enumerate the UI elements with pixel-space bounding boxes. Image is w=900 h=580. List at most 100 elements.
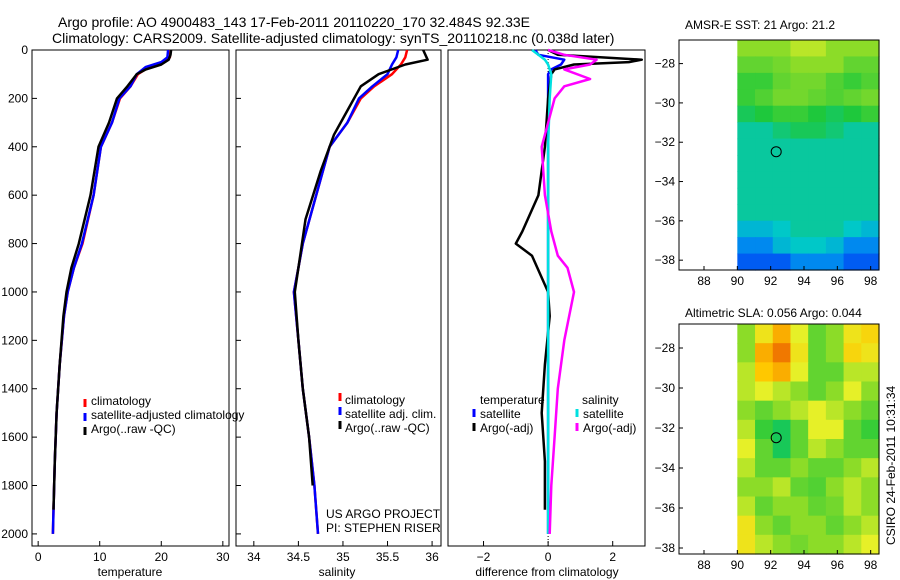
map-cell bbox=[755, 171, 774, 189]
map-cell bbox=[825, 324, 845, 344]
map-cell bbox=[772, 204, 792, 222]
map-cell bbox=[755, 496, 774, 517]
map-cell bbox=[808, 343, 827, 363]
map-cell bbox=[825, 72, 845, 90]
ytick-label: 800 bbox=[8, 237, 28, 251]
xtick-label: 30 bbox=[216, 550, 230, 564]
map-cell bbox=[825, 220, 845, 238]
legend-label-salinity-argo-adj: Argo(-adj) bbox=[583, 421, 636, 435]
map-cell bbox=[808, 187, 827, 205]
map-cell bbox=[755, 477, 774, 498]
map-cell bbox=[790, 534, 809, 555]
series-line-salinity-satellite bbox=[531, 48, 553, 534]
map-cell bbox=[755, 515, 774, 536]
map-cell bbox=[790, 56, 809, 74]
ytick-label: −34 bbox=[655, 461, 676, 475]
map-cell bbox=[825, 237, 845, 255]
map-cell bbox=[772, 171, 792, 189]
legend-label-satellite-adj-clim: satellite adj. clim. bbox=[345, 407, 436, 421]
map-cell bbox=[772, 122, 792, 140]
map-cell bbox=[861, 89, 880, 107]
map-cell bbox=[755, 439, 774, 459]
map-cell bbox=[861, 343, 880, 363]
ytick-label: −30 bbox=[655, 96, 676, 110]
map-cell bbox=[790, 171, 809, 189]
sst-map-panel: AMSR-E SST: 21 Argo: 21.2 −28 −30 −32 −34 −3… bbox=[655, 18, 880, 288]
xtick-label: 35.5 bbox=[376, 550, 400, 564]
map-cell bbox=[825, 419, 845, 440]
ytick-label: −34 bbox=[655, 175, 676, 189]
map-cell bbox=[861, 253, 880, 271]
sla-map-cells bbox=[737, 324, 880, 555]
map-cell bbox=[825, 253, 845, 271]
map-cell bbox=[861, 138, 880, 156]
map-cell bbox=[808, 138, 827, 156]
xtick-label: 0 bbox=[35, 550, 42, 564]
map-cell bbox=[790, 187, 809, 205]
ytick-label: −32 bbox=[655, 421, 676, 435]
map-cell bbox=[825, 343, 845, 363]
map-cell bbox=[825, 381, 845, 402]
xtick-label: 88 bbox=[697, 274, 711, 288]
map-cell bbox=[737, 155, 756, 173]
map-cell bbox=[843, 362, 862, 383]
map-cell bbox=[790, 343, 809, 363]
xtick-label: 92 bbox=[764, 274, 778, 288]
legend-label-climatology: climatology bbox=[345, 393, 405, 407]
legend-label-satellite-adjusted-climatology: satellite-adjusted climatology bbox=[91, 408, 244, 422]
argo-location-marker bbox=[770, 146, 782, 158]
series-line-salinity-argo-adj- bbox=[540, 48, 598, 534]
map-cell bbox=[825, 204, 845, 222]
temperature-lines bbox=[51, 49, 173, 534]
ytick-label: −38 bbox=[655, 541, 676, 555]
difference-axes-frame bbox=[447, 49, 646, 547]
map-cell bbox=[755, 419, 774, 440]
map-cell bbox=[825, 477, 845, 498]
sst-map-frame bbox=[678, 39, 880, 271]
map-cell bbox=[755, 155, 774, 173]
temperature-xlabel: temperature bbox=[98, 565, 163, 579]
map-cell bbox=[843, 477, 862, 498]
difference-xticks: −2 0 2 bbox=[477, 541, 616, 564]
xtick-label: 20 bbox=[155, 550, 169, 564]
map-cell bbox=[755, 89, 774, 107]
map-cell bbox=[737, 515, 756, 536]
salinity-yticks bbox=[236, 49, 241, 535]
map-cell bbox=[861, 400, 880, 421]
map-cell bbox=[861, 439, 880, 459]
map-cell bbox=[843, 56, 862, 74]
map-cell bbox=[772, 381, 792, 402]
map-cell bbox=[755, 72, 774, 90]
map-cell bbox=[772, 155, 792, 173]
map-cell bbox=[790, 122, 809, 140]
map-cell bbox=[790, 362, 809, 383]
map-cell bbox=[772, 343, 792, 363]
sst-map-cells bbox=[737, 40, 880, 271]
project-annotation-line1: US ARGO PROJECT bbox=[326, 507, 441, 521]
map-cell bbox=[861, 187, 880, 205]
xtick-label: 94 bbox=[797, 558, 811, 572]
map-cell bbox=[790, 400, 809, 421]
sla-map-frame bbox=[678, 323, 880, 555]
map-cell bbox=[772, 400, 792, 421]
map-cell bbox=[790, 105, 809, 123]
map-cell bbox=[843, 155, 862, 173]
map-cell bbox=[825, 515, 845, 536]
legend-group-temperature: temperature bbox=[480, 393, 545, 407]
map-cell bbox=[755, 400, 774, 421]
map-cell bbox=[737, 40, 756, 58]
map-cell bbox=[825, 439, 845, 459]
salinity-lines bbox=[292, 49, 429, 534]
map-cell bbox=[808, 458, 827, 478]
map-cell bbox=[808, 155, 827, 173]
map-cell bbox=[737, 89, 756, 107]
map-cell bbox=[737, 56, 756, 74]
xtick-label: 94 bbox=[797, 274, 811, 288]
xtick-label: 34 bbox=[247, 550, 261, 564]
map-cell bbox=[825, 40, 845, 58]
map-cell bbox=[825, 56, 845, 74]
map-cell bbox=[737, 105, 756, 123]
map-cell bbox=[861, 122, 880, 140]
map-cell bbox=[808, 89, 827, 107]
